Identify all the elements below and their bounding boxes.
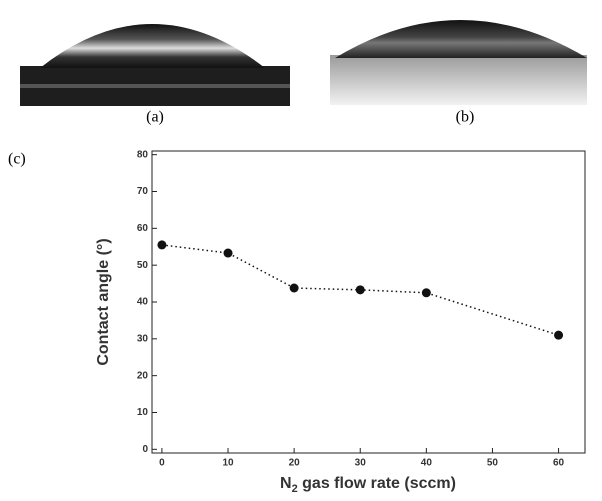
y-axis-label: Contact angle (°) [95,238,112,365]
y-tick-label: 10 [137,407,149,418]
x-tick-label: 0 [159,458,165,469]
panel-label: (c) [8,151,26,168]
x-axis-label-part: 2 [292,483,298,495]
data-point [554,330,564,340]
data-point [355,285,365,295]
data-point [421,288,431,298]
data-point [289,283,299,293]
x-axis-label-part: N [280,475,292,492]
data-point [157,240,167,250]
y-tick-label: 60 [137,223,149,234]
data-point [223,248,233,258]
panel-label: (b) [456,109,475,126]
x-tick-label: 50 [487,458,499,469]
panel-label: (a) [146,109,164,126]
x-tick-label: 40 [421,458,433,469]
y-tick-label: 70 [137,186,149,197]
y-tick-label: 50 [137,260,149,271]
x-axis-label-part: gas flow rate (sccm) [298,475,456,492]
y-tick-label: 20 [137,370,149,381]
y-tick-label: 30 [137,333,149,344]
plot-frame [151,150,586,454]
photo-b [330,20,587,105]
x-axis-label: N2 gas flow rate (sccm) [280,475,456,495]
y-tick-label: 0 [142,444,148,455]
x-tick-label: 20 [289,458,301,469]
photo-a [20,24,290,106]
y-tick-label: 40 [137,297,149,308]
y-tick-label: 80 [137,149,149,160]
x-tick-label: 60 [553,458,565,469]
x-tick-label: 30 [355,458,367,469]
x-tick-label: 10 [222,458,234,469]
